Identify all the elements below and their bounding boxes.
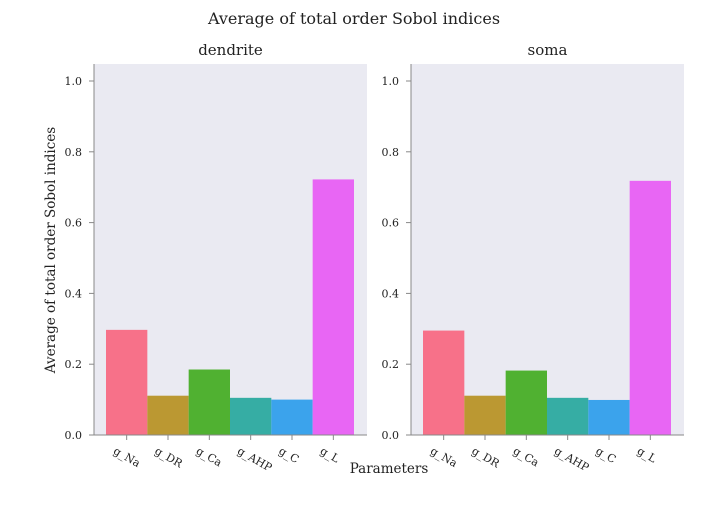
x-tick-label: g_Ca bbox=[511, 444, 542, 469]
bar-g_AHP bbox=[230, 397, 272, 435]
bar-g_AHP bbox=[547, 397, 589, 435]
bar-g_Na bbox=[106, 329, 148, 435]
bar-g_C bbox=[588, 399, 630, 435]
x-tick-label: g_C bbox=[594, 444, 619, 466]
y-tick-label: 0.4 bbox=[65, 287, 83, 300]
x-tick-label: g_DR bbox=[153, 444, 186, 470]
panel-dendrite: 0.0 0.2 0.4 0.6 0.8 1.0 g_Na g_DR g_Ca g_AHP g_C g_… bbox=[65, 41, 367, 475]
y-tick-label: 0.6 bbox=[65, 217, 83, 230]
bar-g_Ca bbox=[505, 370, 547, 435]
x-tick-label: g_L bbox=[318, 444, 342, 466]
x-tick-label: g_Ca bbox=[194, 444, 225, 469]
y-tick-label: 0.4 bbox=[382, 287, 400, 300]
panel-title: soma bbox=[528, 41, 568, 59]
bar-g_DR bbox=[147, 395, 189, 435]
bar-g_L bbox=[629, 180, 671, 435]
x-tick-label: g_Na bbox=[111, 444, 143, 470]
bar-g_Na bbox=[423, 330, 465, 435]
bar-g_DR bbox=[464, 395, 506, 435]
x-tick-label: g_C bbox=[277, 444, 302, 466]
x-tick-label: g_Na bbox=[428, 444, 460, 470]
x-tick-label: g_AHP bbox=[552, 444, 591, 474]
y-tick-label: 1.0 bbox=[65, 75, 83, 88]
x-tick-label: g_DR bbox=[470, 444, 503, 470]
panels: 0.00.20.40.60.81.0g_Na g_DR g_Ca g_AHP g_C g_… bbox=[65, 41, 684, 475]
x-tick-label: g_AHP bbox=[235, 444, 274, 474]
y-tick-label: 0.0 bbox=[65, 429, 83, 442]
panel-soma: 0.0 0.2 0.4 0.6 0.8 1.0 g_Na g_DR g_Ca g_AHP g_C g_… bbox=[382, 41, 684, 475]
bar-g_L bbox=[312, 179, 354, 435]
y-tick-label: 1.0 bbox=[382, 75, 400, 88]
y-tick-label: 0.2 bbox=[382, 358, 400, 371]
y-tick-label: 0.0 bbox=[382, 429, 400, 442]
y-tick-label: 0.8 bbox=[65, 146, 83, 159]
panel-title: dendrite bbox=[198, 41, 263, 59]
y-tick-label: 0.8 bbox=[382, 146, 400, 159]
y-tick-label: 0.2 bbox=[65, 358, 83, 371]
figure-title: Average of total order Sobol indices bbox=[207, 9, 500, 28]
x-axis-label: Parameters bbox=[350, 461, 429, 477]
y-axis-label: Average of total order Sobol indices bbox=[43, 127, 59, 375]
y-tick-label: 0.6 bbox=[382, 217, 400, 230]
bar-g_C bbox=[271, 399, 313, 435]
x-tick-label: g_L bbox=[635, 444, 659, 466]
bar-g_Ca bbox=[188, 369, 230, 435]
